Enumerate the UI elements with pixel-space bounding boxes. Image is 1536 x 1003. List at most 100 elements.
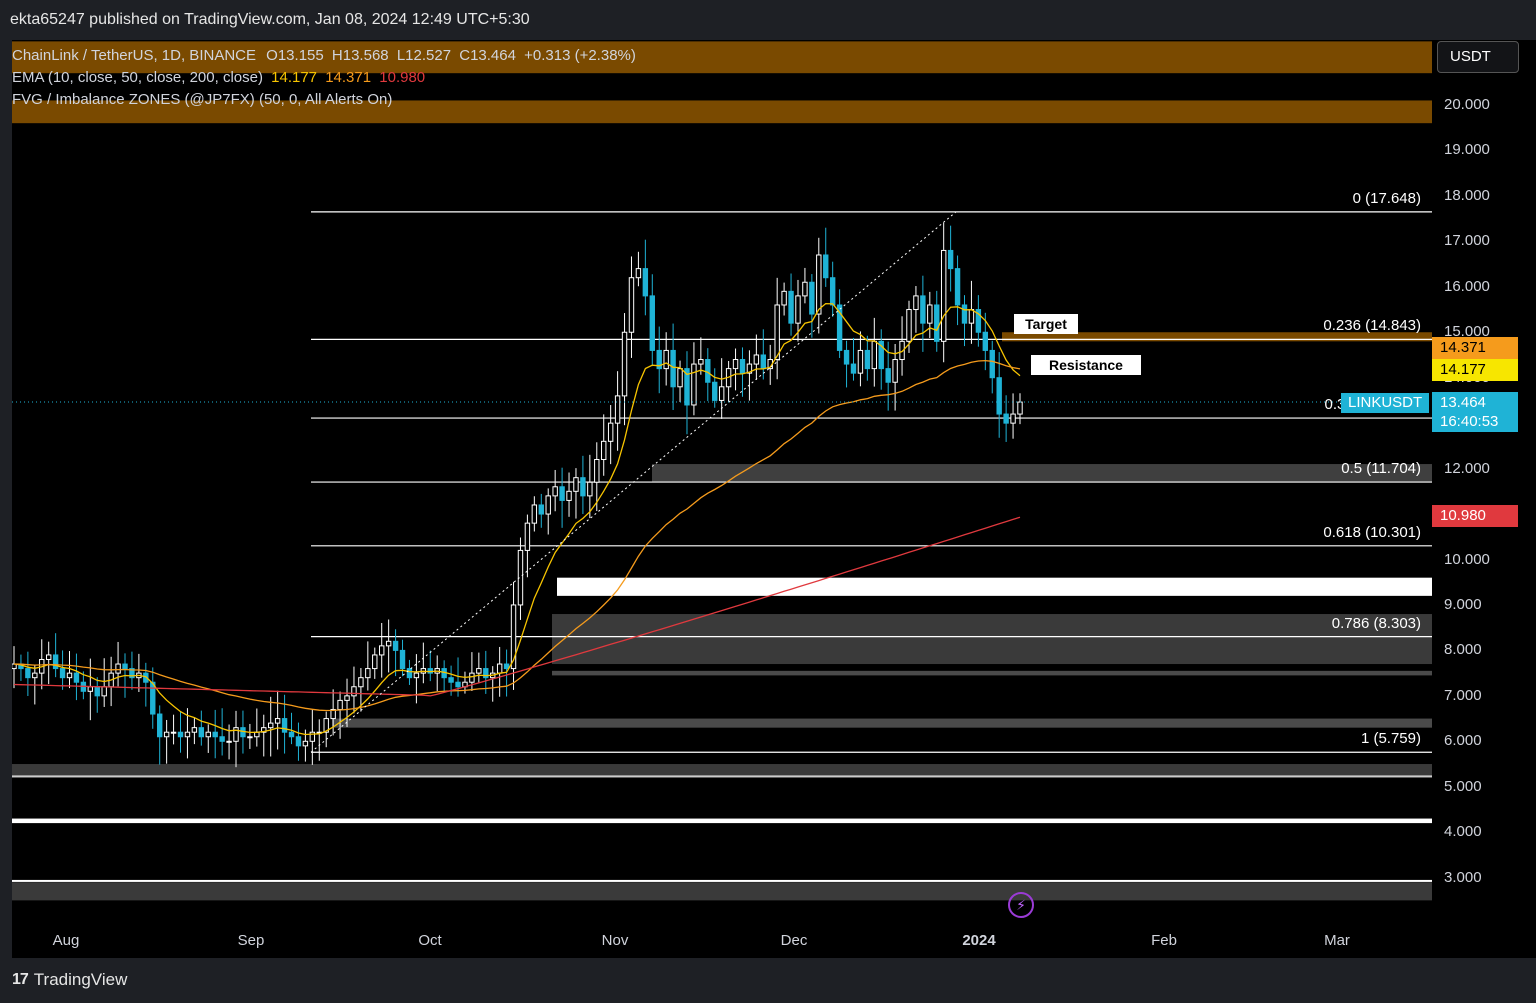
candle-body bbox=[143, 672, 149, 683]
ticker-tag: LINKUSDT bbox=[1341, 393, 1430, 413]
candle-body bbox=[975, 309, 982, 333]
candle-body bbox=[385, 640, 392, 647]
candle-body bbox=[233, 727, 239, 742]
candle-body bbox=[989, 349, 995, 379]
candle-body bbox=[524, 522, 531, 551]
bottom-bar bbox=[0, 958, 1536, 1003]
candle-body bbox=[448, 677, 454, 683]
candle-body bbox=[150, 681, 156, 715]
y-axis-label: 20.000 bbox=[1444, 96, 1490, 113]
y-axis-label: 17.000 bbox=[1444, 232, 1490, 250]
chart-area[interactable] bbox=[12, 40, 1432, 958]
candle-body bbox=[129, 668, 135, 679]
candle-body bbox=[746, 363, 753, 374]
fvg-zone bbox=[12, 100, 1432, 124]
candle-body bbox=[212, 731, 218, 738]
fvg-zone bbox=[552, 670, 1432, 676]
ema50-price-tag: 14.371 bbox=[1432, 337, 1518, 359]
candle-body bbox=[323, 718, 329, 733]
candle-body bbox=[663, 349, 669, 370]
candle-body bbox=[372, 654, 378, 670]
ema200-line bbox=[13, 516, 1021, 697]
candle-body bbox=[677, 368, 683, 388]
fvg-zone bbox=[12, 764, 1432, 778]
legend-low: 12.527 bbox=[405, 47, 452, 64]
candle-body bbox=[927, 304, 933, 324]
candle-body bbox=[594, 459, 600, 483]
legend-ema10-value: 14.177 bbox=[271, 69, 318, 86]
candle-body bbox=[261, 727, 267, 733]
currency-button[interactable]: USDT bbox=[1437, 41, 1519, 73]
x-axis-label: Dec bbox=[780, 932, 808, 949]
candle-body bbox=[302, 740, 309, 747]
candle-body bbox=[115, 663, 121, 674]
candle-body bbox=[816, 254, 822, 315]
candle-body bbox=[788, 290, 794, 324]
fvg-zone-line bbox=[12, 879, 1432, 882]
candle-body bbox=[580, 477, 586, 497]
y-axis-label: 5.000 bbox=[1444, 777, 1482, 795]
resistance-annotation[interactable]: Resistance bbox=[1031, 355, 1141, 375]
candle-body bbox=[843, 349, 850, 365]
price-axis[interactable] bbox=[1432, 40, 1536, 958]
candle-body bbox=[864, 349, 871, 370]
target-annotation[interactable]: Target bbox=[1014, 314, 1078, 334]
candle-body bbox=[705, 359, 711, 383]
candle-body bbox=[66, 672, 73, 679]
candle-body bbox=[469, 672, 475, 683]
x-axis-label: Mar bbox=[1324, 932, 1350, 949]
fvg-zone bbox=[552, 614, 1432, 665]
candle-body bbox=[850, 363, 857, 374]
x-axis-label: Nov bbox=[601, 932, 629, 949]
candle-body bbox=[545, 495, 551, 515]
candle-body bbox=[351, 686, 357, 697]
fvg-zone bbox=[652, 464, 1432, 483]
candle-body bbox=[94, 686, 100, 697]
candle-body bbox=[968, 309, 975, 324]
candle-body bbox=[670, 349, 676, 388]
candle-body bbox=[649, 295, 655, 351]
top-bar: ekta65247 published on TradingView.com, … bbox=[0, 0, 1536, 40]
x-axis-label: Oct bbox=[418, 932, 442, 949]
lightning-icon[interactable]: ⚡ bbox=[1008, 892, 1034, 918]
y-axis-label: 10.000 bbox=[1444, 550, 1490, 568]
candle-body bbox=[732, 359, 739, 370]
candle-body bbox=[739, 359, 746, 374]
candle-body bbox=[52, 654, 59, 670]
fib-level-label: 0 (17.648) bbox=[1352, 189, 1421, 207]
y-axis-label: 18.000 bbox=[1444, 186, 1490, 204]
price-chart[interactable] bbox=[12, 40, 1432, 958]
candle-body bbox=[982, 331, 989, 351]
candle-body bbox=[59, 668, 66, 679]
candle-body bbox=[906, 309, 912, 342]
fvg-zone bbox=[332, 718, 1432, 728]
legend-open-label: O bbox=[266, 47, 278, 64]
candle-body bbox=[753, 354, 760, 365]
candle-body bbox=[274, 718, 281, 724]
candle-body bbox=[781, 290, 787, 306]
candle-body bbox=[996, 377, 1002, 415]
candle-body bbox=[101, 686, 107, 697]
candle-body bbox=[156, 713, 163, 738]
candle-body bbox=[392, 640, 399, 651]
fib-level-label: 0.236 (14.843) bbox=[1323, 317, 1421, 335]
legend-fvg-label: FVG / Imbalance ZONES (@JP7FX) (50, 0, A… bbox=[12, 91, 393, 108]
candle-body bbox=[621, 331, 628, 397]
candle-body bbox=[954, 268, 961, 306]
candle-body bbox=[399, 649, 406, 670]
candle-body bbox=[476, 668, 482, 674]
candle-body bbox=[25, 668, 31, 679]
candle-body bbox=[920, 295, 926, 324]
candle-body bbox=[87, 686, 94, 692]
candle-body bbox=[344, 695, 350, 701]
brand-name: TradingView bbox=[33, 970, 128, 989]
candle-body bbox=[552, 486, 558, 497]
candle-body bbox=[628, 277, 635, 333]
candle-body bbox=[892, 359, 898, 383]
legend-change: +0.313 (+2.38%) bbox=[524, 47, 636, 64]
tradingview-logo[interactable]: 17 TradingView bbox=[12, 970, 127, 990]
legend-symbol: ChainLink / TetherUS, 1D, BINANCE bbox=[12, 47, 256, 64]
y-axis-label: 3.000 bbox=[1444, 868, 1482, 886]
candle-body bbox=[184, 731, 191, 738]
candle-body bbox=[961, 304, 968, 324]
